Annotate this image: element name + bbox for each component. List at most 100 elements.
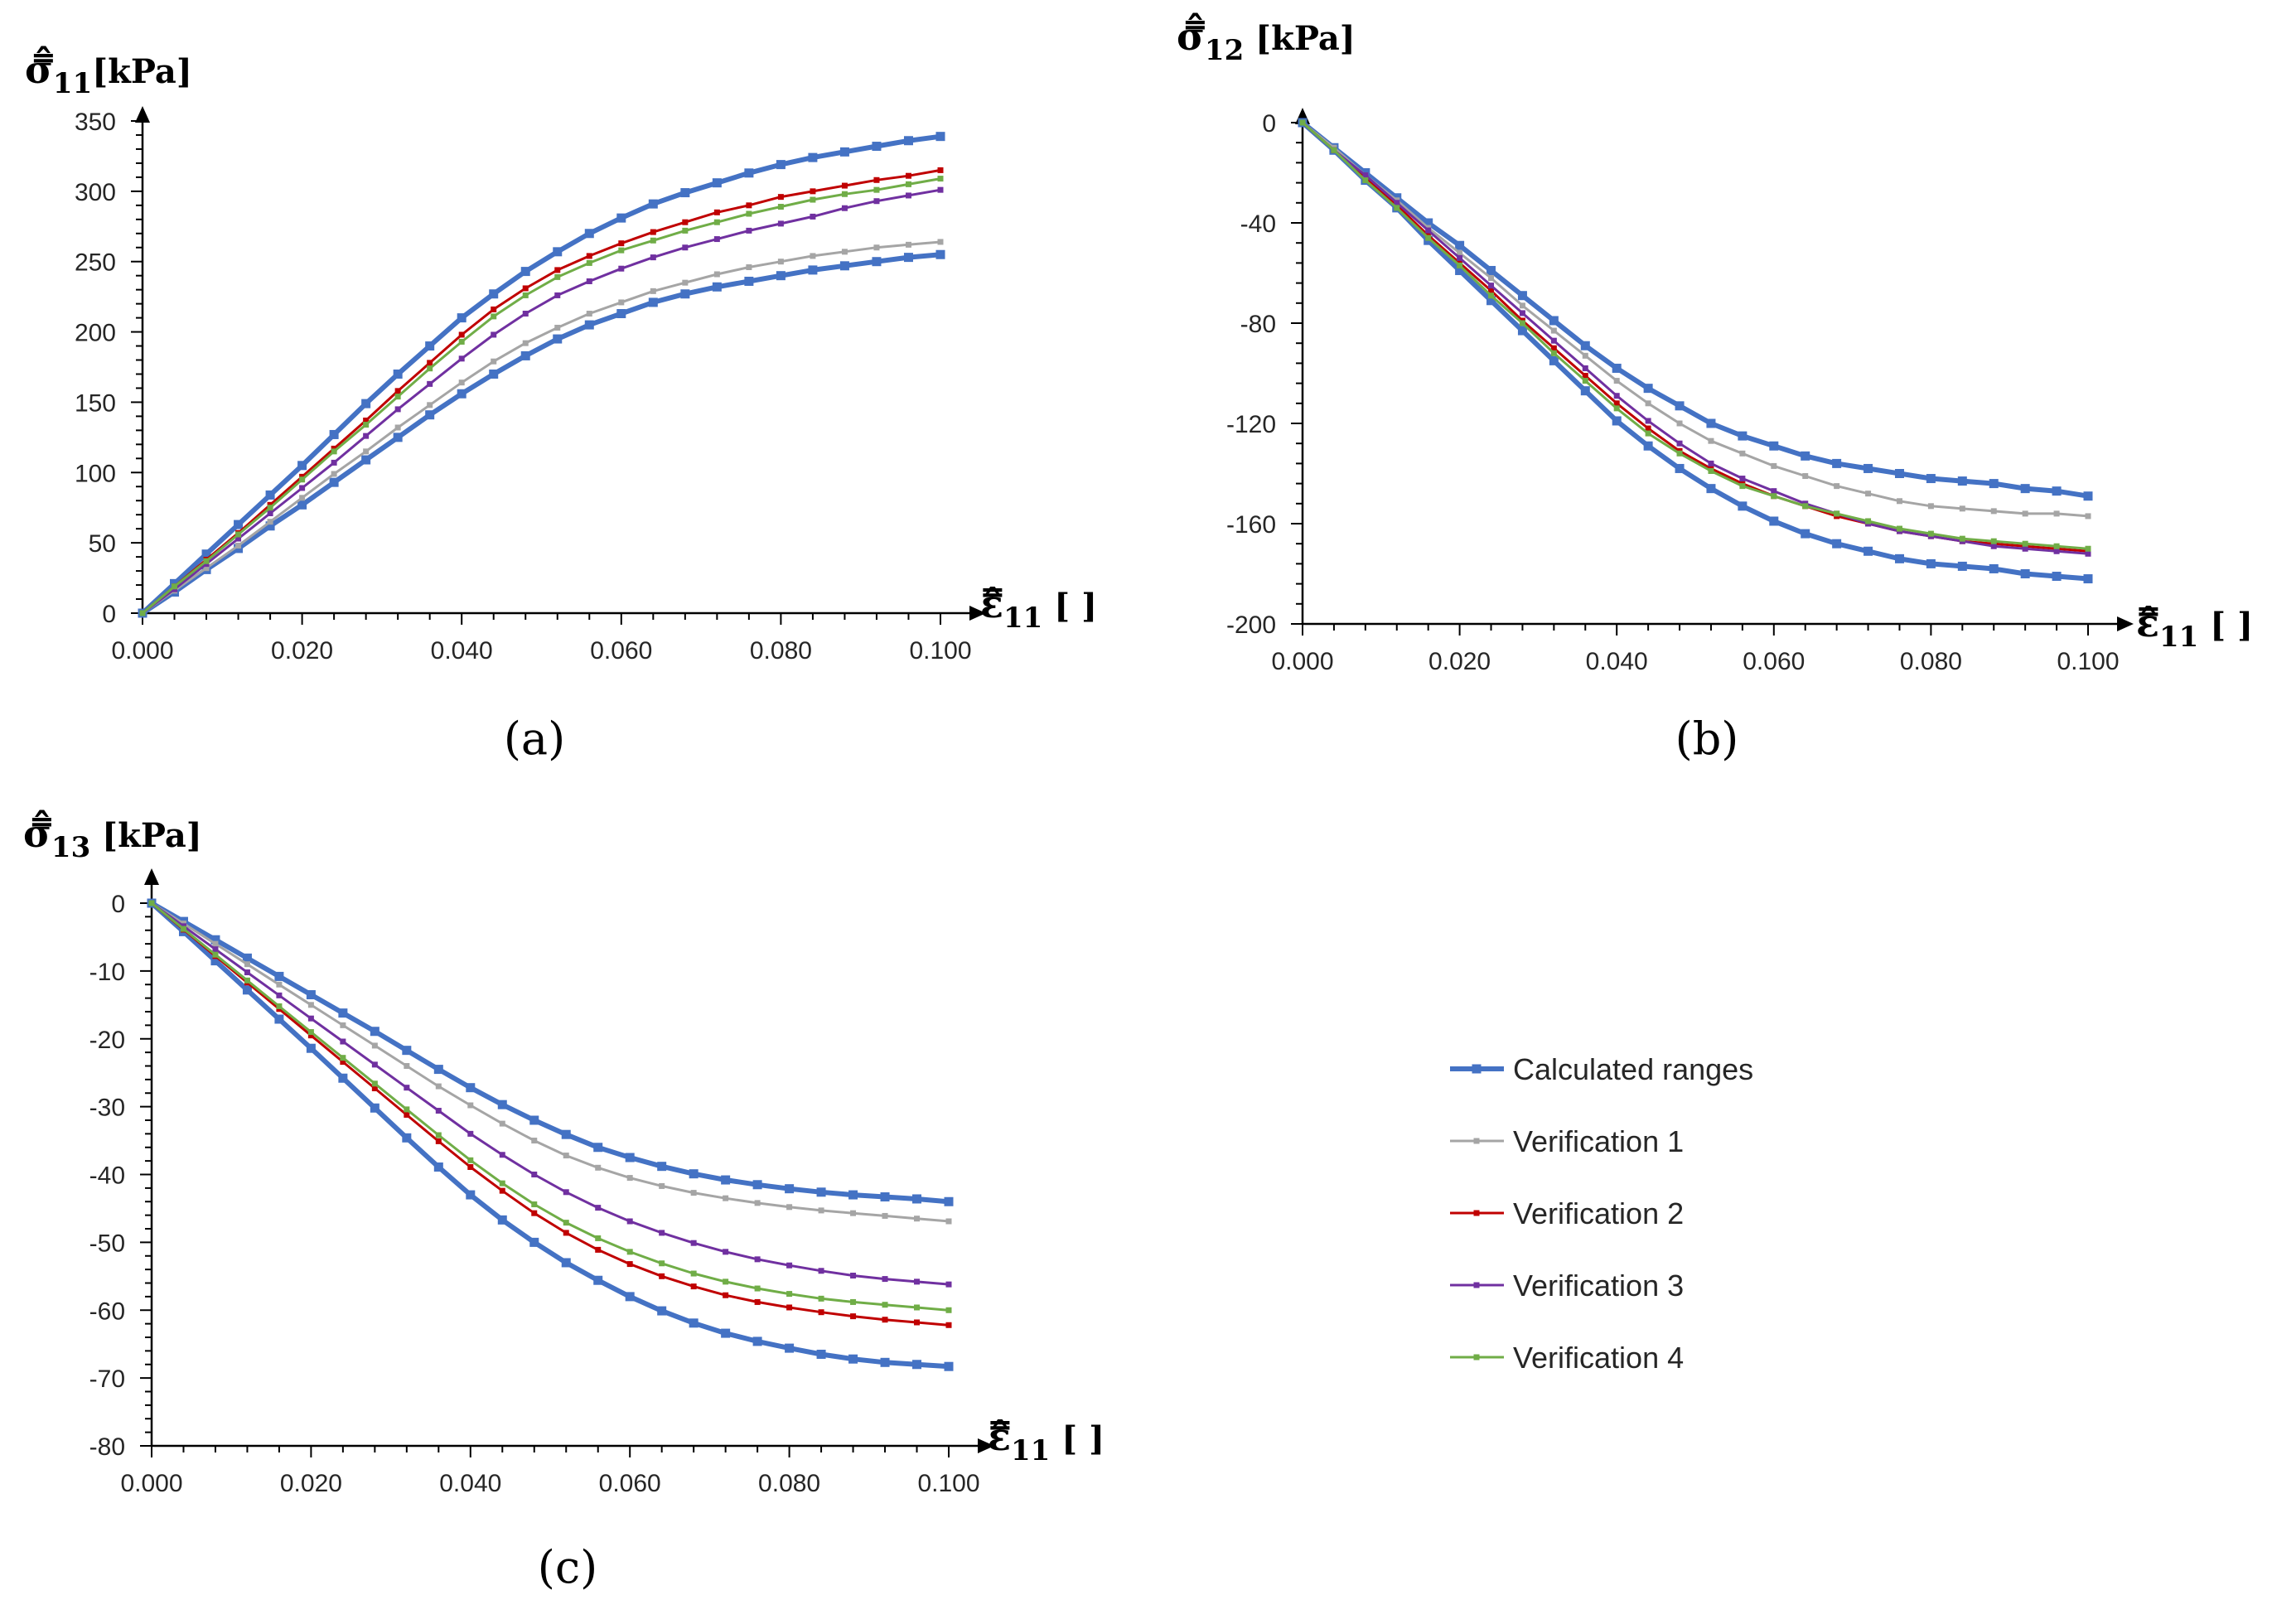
data-point	[529, 1115, 539, 1125]
x-axis-label: ε̿̂11 [ ]	[988, 1414, 1105, 1467]
data-point	[235, 531, 242, 538]
data-point	[1864, 546, 1873, 556]
data-point	[307, 1032, 314, 1039]
data-point	[626, 1261, 633, 1268]
data-point	[1517, 326, 1527, 336]
data-point	[1331, 147, 1337, 153]
x-axis-unit: [ ]	[2198, 606, 2253, 645]
data-point	[2083, 574, 2093, 584]
data-point	[499, 1187, 505, 1194]
data-point	[2085, 513, 2091, 520]
y-axis-symbol: σ̿̂	[23, 809, 51, 856]
data-point	[520, 267, 530, 277]
data-point	[912, 1194, 922, 1204]
legend-label: Verification 1	[1513, 1124, 1684, 1158]
data-point	[2022, 545, 2028, 552]
data-point	[306, 1043, 316, 1053]
data-point	[945, 1218, 952, 1225]
data-point	[873, 244, 880, 251]
data-point	[873, 198, 880, 205]
data-point	[1927, 530, 1934, 537]
x-tick-label: 0.060	[599, 1470, 661, 1497]
series-line	[151, 901, 950, 1312]
data-point	[752, 1180, 762, 1190]
data-point	[1580, 386, 1590, 396]
data-point	[393, 369, 403, 379]
x-tick-label: 0.100	[917, 1470, 979, 1497]
y-tick-label: 0	[1262, 110, 1276, 138]
series-line	[140, 133, 941, 616]
data-point	[1550, 345, 1557, 351]
data-point	[553, 247, 563, 257]
y-tick-label: -30	[89, 1095, 125, 1122]
data-point	[203, 558, 210, 564]
data-point	[873, 186, 880, 193]
data-point	[276, 992, 283, 998]
y-tick-label: -200	[1226, 611, 1276, 639]
data-point	[905, 172, 911, 179]
data-point	[786, 1204, 793, 1211]
data-point	[363, 417, 370, 423]
y-tick-label: 100	[75, 460, 116, 487]
data-point	[626, 1175, 633, 1182]
data-point	[1645, 418, 1651, 424]
data-point	[882, 1317, 888, 1323]
series-line	[1302, 121, 2089, 550]
data-point	[1519, 310, 1525, 317]
data-point	[499, 1120, 505, 1127]
data-point	[618, 299, 625, 306]
data-point	[680, 289, 690, 299]
series-line	[151, 901, 950, 1223]
data-point	[1739, 483, 1746, 490]
data-point	[210, 935, 220, 945]
y-tick-label: -60	[89, 1298, 125, 1325]
data-point	[394, 394, 401, 400]
data-point	[299, 495, 306, 501]
x-tick-label: 0.020	[1428, 648, 1491, 675]
data-point	[1643, 384, 1653, 394]
data-point	[1582, 352, 1588, 359]
data-point	[554, 267, 561, 273]
data-point	[458, 355, 465, 362]
data-point	[2053, 543, 2060, 549]
data-point	[1457, 262, 1463, 268]
data-point	[2085, 545, 2091, 552]
data-point	[1865, 518, 1872, 524]
data-point	[234, 520, 244, 529]
y-axis-label: σ̿̂11[kPa]	[25, 45, 192, 100]
data-point	[554, 324, 561, 331]
data-point	[1708, 467, 1714, 474]
data-point	[1708, 437, 1714, 444]
data-point	[370, 1103, 379, 1113]
data-point	[1613, 393, 1620, 399]
data-point	[1706, 484, 1716, 494]
data-point	[808, 265, 818, 275]
panel-label: (c)	[538, 1541, 597, 1593]
data-point	[872, 257, 882, 267]
y-tick-label: 0	[111, 891, 125, 918]
data-point	[816, 1349, 826, 1359]
data-point	[593, 1143, 603, 1153]
y-tick-label: -10	[89, 959, 125, 986]
data-point	[850, 1272, 857, 1278]
data-point	[2083, 491, 2093, 501]
data-point	[1582, 378, 1588, 384]
data-point	[457, 313, 466, 323]
data-point	[435, 1083, 442, 1090]
data-point	[1519, 320, 1525, 326]
data-point	[235, 535, 242, 542]
y-axis-arrow	[135, 106, 150, 123]
data-point	[235, 543, 242, 549]
x-tick-label: 0.000	[1271, 648, 1333, 675]
data-point	[752, 1336, 762, 1346]
data-point	[561, 1258, 571, 1268]
data-point	[618, 265, 625, 272]
data-point	[903, 136, 913, 146]
data-point	[371, 1061, 378, 1068]
data-point	[180, 926, 186, 932]
data-point	[880, 1192, 890, 1202]
y-tick-label: -20	[89, 1027, 125, 1054]
data-point	[593, 1275, 603, 1285]
y-axis-unit: [kPa]	[1244, 19, 1355, 58]
data-point	[1957, 561, 1967, 571]
